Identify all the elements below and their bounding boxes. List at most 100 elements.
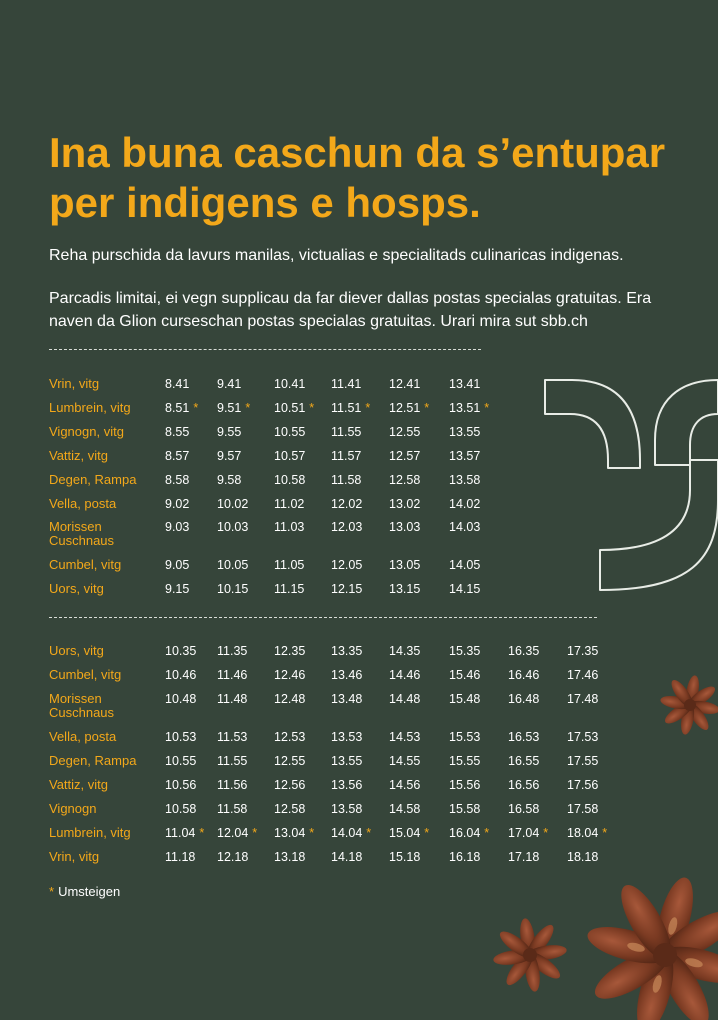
departure-time: 11.53 [217, 730, 248, 744]
departure-time: 13.53 [331, 730, 363, 744]
departure-time: 9.41 [217, 377, 242, 391]
departure-time: 15.55 [449, 754, 481, 768]
stop-name: Degen, Rampa [49, 753, 137, 768]
departure-time: 11.15 [274, 582, 305, 596]
departure-time: 11.18 [165, 850, 196, 864]
departure-time: 16.53 [508, 730, 540, 744]
departure-time: 16.46 [508, 668, 540, 682]
departure-time: 11.51 * [331, 401, 371, 415]
departure-time: 12.56 [274, 778, 306, 792]
departure-time: 10.53 [165, 730, 197, 744]
departure-time: 12.57 [389, 449, 421, 463]
change-star: * [365, 401, 371, 415]
stop-name: Vignogn [49, 801, 97, 816]
departure-time: 10.15 [217, 582, 249, 596]
departure-time: 11.41 [331, 377, 362, 391]
departure-time: 13.48 [331, 692, 363, 706]
change-star: * [484, 401, 490, 415]
departure-time: 12.48 [274, 692, 306, 706]
departure-time: 11.58 [331, 473, 362, 487]
departure-time: 14.53 [389, 730, 421, 744]
departure-time: 16.04 * [449, 826, 490, 840]
departure-time: 17.55 [567, 754, 599, 768]
departure-time: 10.51 * [274, 401, 315, 415]
stop-name: Vattiz, vitg [49, 448, 109, 463]
departure-time: 11.55 [331, 425, 362, 439]
stop-name: Morissen Cuschnaus [49, 691, 115, 720]
departure-time: 10.46 [165, 668, 197, 682]
stop-name: Cumbel, vitg [49, 557, 122, 572]
departure-time: 16.58 [508, 802, 540, 816]
departure-time: 18.04 * [567, 826, 608, 840]
departure-time: 10.57 [274, 449, 306, 463]
departure-time: 15.48 [449, 692, 481, 706]
departure-time: 12.05 [331, 558, 363, 572]
footnote: * Umsteigen [49, 884, 120, 899]
departure-time: 14.03 [449, 520, 481, 534]
departure-time: 14.15 [449, 582, 481, 596]
footnote-star: * [49, 884, 55, 899]
departure-time: 13.46 [331, 668, 363, 682]
footnote-text: Umsteigen [58, 884, 121, 899]
departure-time: 16.35 [508, 644, 540, 658]
departure-time: 15.46 [449, 668, 481, 682]
change-star: * [252, 826, 258, 840]
departure-time: 13.57 [449, 449, 481, 463]
departure-time: 11.35 [217, 644, 248, 658]
departure-time: 9.05 [165, 558, 190, 572]
departure-time: 14.35 [389, 644, 421, 658]
departure-time: 11.03 [274, 520, 305, 534]
departure-time: 13.56 [331, 778, 363, 792]
departure-time: 14.04 * [331, 826, 372, 840]
change-star: * [424, 826, 430, 840]
departure-time: 17.48 [567, 692, 599, 706]
page-title: Ina buna caschun da s’entupar per indige… [49, 129, 666, 226]
stop-name: Degen, Rampa [49, 472, 137, 487]
departure-time: 13.55 [449, 425, 481, 439]
departure-time: 9.02 [165, 497, 190, 511]
departure-time: 17.04 * [508, 826, 549, 840]
departure-time: 11.48 [217, 692, 248, 706]
departure-time: 17.56 [567, 778, 599, 792]
departure-time: 13.15 [389, 582, 421, 596]
change-star: * [366, 826, 372, 840]
change-star: * [193, 401, 199, 415]
stop-name: Vella, posta [49, 729, 117, 744]
departure-time: 11.05 [274, 558, 305, 572]
departure-time: 10.58 [165, 802, 197, 816]
departure-time: 11.57 [331, 449, 362, 463]
departure-time: 9.51 * [217, 401, 251, 415]
departure-time: 9.57 [217, 449, 242, 463]
change-star: * [484, 826, 490, 840]
departure-time: 10.55 [165, 754, 197, 768]
intro-text: Reha purschida da lavurs manilas, victua… [49, 247, 624, 264]
departure-time: 14.18 [331, 850, 363, 864]
stop-name: Lumbrein, vitg [49, 825, 131, 840]
divider-middle [49, 617, 597, 618]
departure-time: 11.56 [217, 778, 248, 792]
change-star: * [424, 401, 430, 415]
departure-time: 15.04 * [389, 826, 430, 840]
departure-time: 12.51 * [389, 401, 430, 415]
departure-time: 13.51 * [449, 401, 490, 415]
change-star: * [602, 826, 608, 840]
departure-time: 10.02 [217, 497, 249, 511]
departure-time: 13.18 [274, 850, 306, 864]
change-star: * [309, 401, 315, 415]
departure-time: 11.04 * [165, 826, 205, 840]
departure-time: 14.46 [389, 668, 421, 682]
departure-time: 10.03 [217, 520, 249, 534]
stop-name: Cumbel, vitg [49, 667, 122, 682]
departure-time: 12.58 [389, 473, 421, 487]
departure-time: 17.18 [508, 850, 540, 864]
change-star: * [245, 401, 251, 415]
stop-name: Vattiz, vitg [49, 777, 109, 792]
departure-time: 13.03 [389, 520, 421, 534]
departure-time: 13.58 [331, 802, 363, 816]
departure-time: 14.58 [389, 802, 421, 816]
departure-time: 15.53 [449, 730, 481, 744]
departure-time: 12.18 [217, 850, 249, 864]
departure-time: 10.58 [274, 473, 306, 487]
departure-time: 14.48 [389, 692, 421, 706]
